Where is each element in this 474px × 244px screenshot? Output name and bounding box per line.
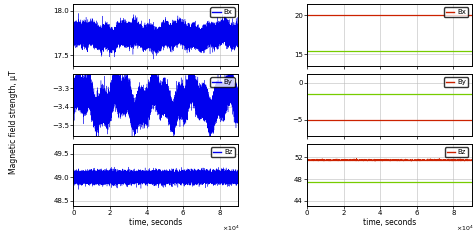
Text: Magnetic field strength, μT: Magnetic field strength, μT <box>9 70 18 174</box>
Legend: Bx: Bx <box>444 7 468 17</box>
Text: $\times10^4$: $\times10^4$ <box>456 224 473 233</box>
Legend: Bz: Bz <box>445 147 468 157</box>
Text: $\times10^4$: $\times10^4$ <box>222 224 240 233</box>
Legend: By: By <box>210 77 235 87</box>
Legend: By: By <box>444 77 468 87</box>
Legend: Bz: Bz <box>211 147 235 157</box>
X-axis label: time, seconds: time, seconds <box>129 218 182 227</box>
Legend: Bx: Bx <box>210 7 235 17</box>
X-axis label: time, seconds: time, seconds <box>363 218 416 227</box>
